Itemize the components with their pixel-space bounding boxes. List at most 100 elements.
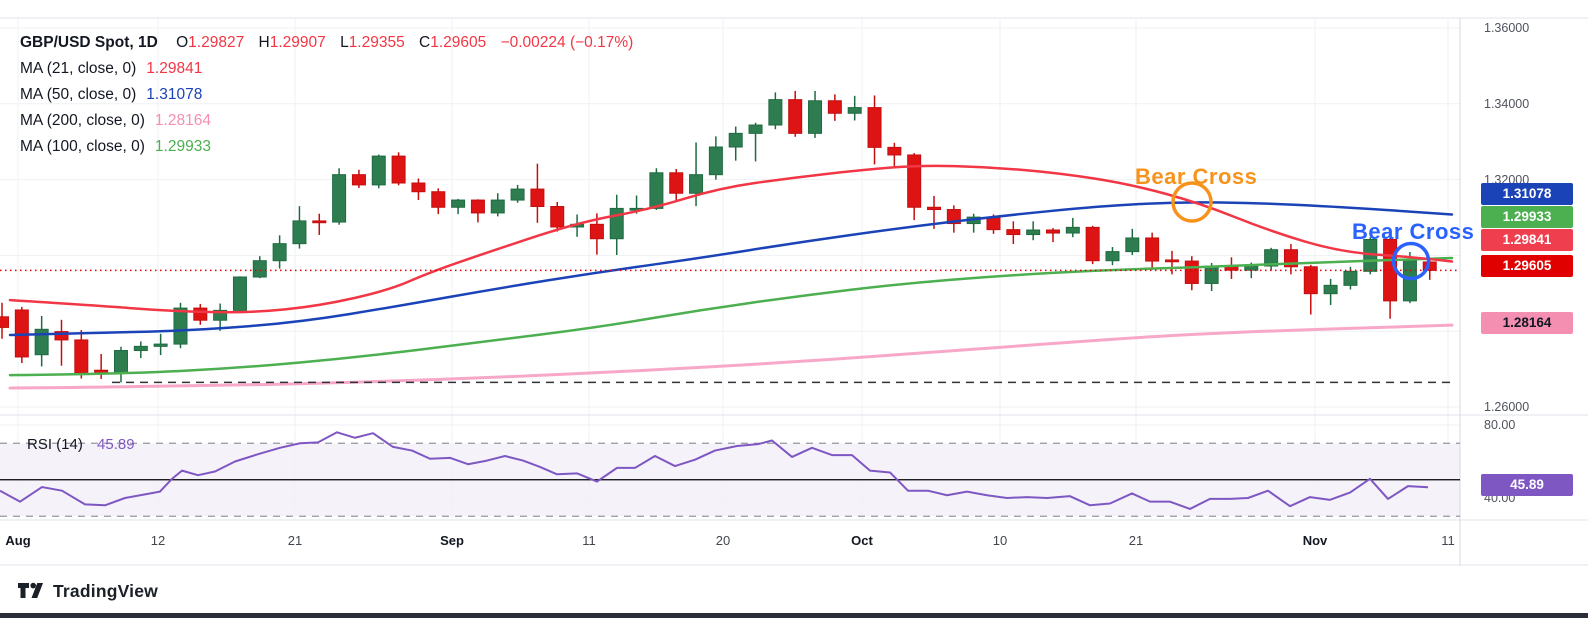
candle-body[interactable] xyxy=(292,220,307,245)
candle-body[interactable] xyxy=(609,207,624,240)
rsi-value-badge: 45.89 xyxy=(1481,474,1573,496)
candle-body[interactable] xyxy=(193,307,208,321)
time-tick-label: 12 xyxy=(150,533,166,548)
candle-body[interactable] xyxy=(1164,259,1179,263)
tradingview-logo-text: TradingView xyxy=(53,580,158,601)
candle-body[interactable] xyxy=(1204,265,1219,284)
candle-body[interactable] xyxy=(1006,229,1021,236)
candle-body[interactable] xyxy=(0,316,9,328)
candle-body[interactable] xyxy=(1045,229,1060,234)
candle-body[interactable] xyxy=(490,199,505,214)
candle-body[interactable] xyxy=(768,99,783,126)
symbol-title: GBP/USD Spot, 1D xyxy=(20,34,158,51)
candle-body[interactable] xyxy=(788,99,803,134)
candle-body[interactable] xyxy=(1065,226,1080,234)
candle-body[interactable] xyxy=(312,220,327,224)
candle-body[interactable] xyxy=(1303,266,1318,295)
ma-200-legend-row[interactable]: MA (200, close, 0) 1.28164 xyxy=(20,112,211,129)
candle-body[interactable] xyxy=(391,155,406,184)
candle-body[interactable] xyxy=(133,345,148,352)
candle-body[interactable] xyxy=(232,276,247,311)
candle-body[interactable] xyxy=(669,172,684,194)
rsi-value: 45.89 xyxy=(97,436,135,453)
candle-body[interactable] xyxy=(927,206,942,211)
symbol-legend-row[interactable]: GBP/USD Spot, 1D O1.29827 H1.29907 L1.29… xyxy=(20,30,643,56)
candle-body[interactable] xyxy=(153,343,168,347)
candle-body[interactable] xyxy=(867,107,882,148)
candle-body[interactable] xyxy=(451,199,466,208)
price-axis[interactable]: 1.36000 1.34000 1.32000 1.26000 80.00 40.00 1.… xyxy=(1460,0,1588,565)
candle-body[interactable] xyxy=(54,331,69,341)
time-axis[interactable]: Aug 12 21 Sep 11 20 Oct 10 21 Nov 11 xyxy=(0,520,1588,565)
tradingview-logo[interactable]: TradingView xyxy=(17,578,158,604)
candle-body[interactable] xyxy=(728,132,743,148)
candle-body[interactable] xyxy=(1085,226,1100,262)
candle-body[interactable] xyxy=(1184,260,1199,284)
rsi-label: RSI (14) xyxy=(27,436,83,453)
price-tick-label: 1.26000 xyxy=(1484,400,1530,414)
time-tick-label: Sep xyxy=(440,533,464,548)
candle-body[interactable] xyxy=(887,146,902,156)
candle-body[interactable] xyxy=(470,199,485,214)
candle-body[interactable] xyxy=(213,309,228,321)
candle-body[interactable] xyxy=(74,339,89,374)
candlestick-series[interactable] xyxy=(0,90,1437,383)
time-tick-label: 11 xyxy=(582,533,596,548)
candle-body[interactable] xyxy=(173,307,188,345)
price-badge: 1.29933 xyxy=(1481,206,1573,228)
time-tick-label: Oct xyxy=(851,533,873,548)
candle-body[interactable] xyxy=(1244,265,1259,271)
candle-body[interactable] xyxy=(1026,229,1041,236)
ma-21-line[interactable] xyxy=(8,164,1454,314)
candle-body[interactable] xyxy=(986,216,1001,231)
ma-21-legend-row[interactable]: MA (21, close, 0) 1.29841 xyxy=(20,60,203,77)
candle-body[interactable] xyxy=(1264,249,1279,267)
bear-cross-label-blue[interactable]: Bear Cross xyxy=(1352,219,1475,244)
candle-body[interactable] xyxy=(1323,284,1338,295)
time-tick-label: 11 xyxy=(1441,533,1455,548)
candle-body[interactable] xyxy=(113,350,128,374)
tradingview-logo-icon xyxy=(18,582,43,598)
candle-body[interactable] xyxy=(748,124,763,134)
ma-50-legend-row[interactable]: MA (50, close, 0) 1.31078 xyxy=(20,86,203,103)
candle-body[interactable] xyxy=(272,243,287,262)
candle-body[interactable] xyxy=(34,328,49,356)
change-value: −0.00224 (−0.17%) xyxy=(500,34,634,51)
candle-body[interactable] xyxy=(589,223,604,240)
candle-body[interactable] xyxy=(827,100,842,114)
candle-body[interactable] xyxy=(510,188,525,201)
ma-200-line[interactable] xyxy=(8,323,1454,390)
rsi-legend-row[interactable]: RSI (14) 45.89 xyxy=(27,436,135,453)
price-badge: 1.29605 xyxy=(1481,255,1573,277)
candle-body[interactable] xyxy=(550,206,565,228)
candle-body[interactable] xyxy=(708,146,723,176)
candle-body[interactable] xyxy=(411,182,426,193)
ma-50-line[interactable] xyxy=(8,201,1454,337)
candle-body[interactable] xyxy=(808,100,823,134)
candle-body[interactable] xyxy=(1105,251,1120,262)
candle-body[interactable] xyxy=(431,191,446,208)
candle-body[interactable] xyxy=(689,174,704,194)
candle-body[interactable] xyxy=(332,174,347,223)
candle-body[interactable] xyxy=(1402,259,1417,302)
bear-cross-circle-orange[interactable] xyxy=(1171,181,1213,223)
rsi-line[interactable] xyxy=(0,431,1429,510)
candle-body[interactable] xyxy=(649,172,664,209)
bear-cross-circle-blue[interactable] xyxy=(1391,241,1431,281)
candle-body[interactable] xyxy=(252,260,267,278)
candle-body[interactable] xyxy=(530,188,545,208)
candle-body[interactable] xyxy=(1343,270,1358,286)
ma-100-legend-row[interactable]: MA (100, close, 0) 1.29933 xyxy=(20,138,211,155)
pane-borders xyxy=(0,17,1588,566)
candle-body[interactable] xyxy=(847,107,862,114)
candle-body[interactable] xyxy=(1145,237,1160,262)
ma-100-line[interactable] xyxy=(8,256,1454,377)
candle-body[interactable] xyxy=(351,174,366,186)
bear-cross-label-orange[interactable]: Bear Cross xyxy=(1135,164,1258,189)
price-tick-label: 1.34000 xyxy=(1484,97,1530,111)
candle-body[interactable] xyxy=(907,154,922,208)
candle-body[interactable] xyxy=(1125,237,1140,253)
candle-body[interactable] xyxy=(371,155,386,186)
